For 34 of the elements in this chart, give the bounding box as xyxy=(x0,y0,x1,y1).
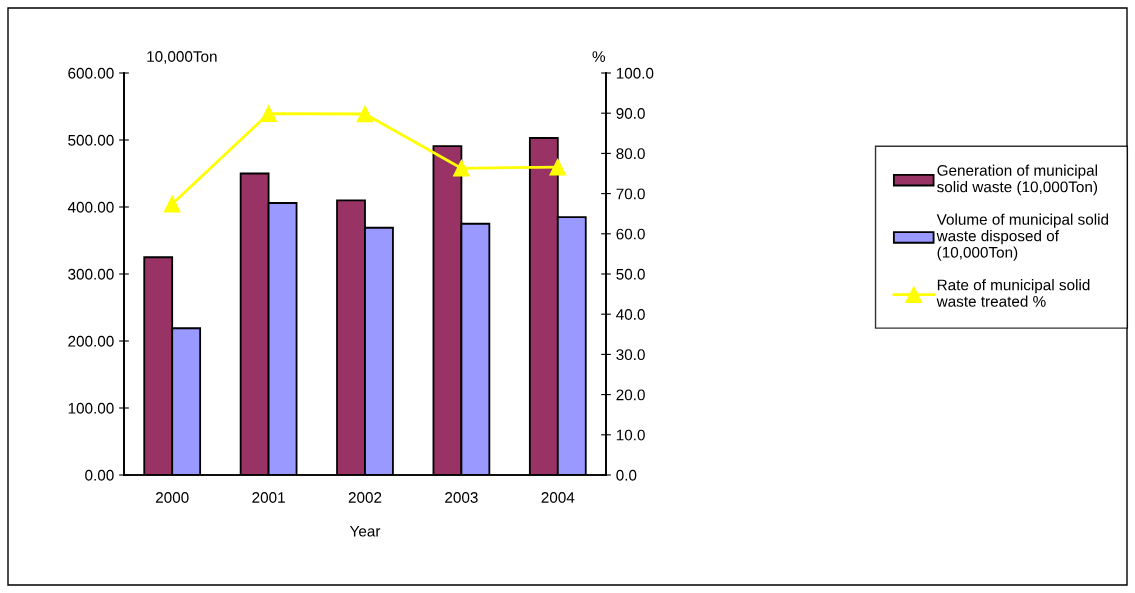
y2-tick-label: 60.0 xyxy=(616,228,645,240)
y2-tick-label: 40.0 xyxy=(616,309,645,320)
x-tick-label: 2001 xyxy=(252,492,285,503)
x-tick-label: 2002 xyxy=(348,492,382,503)
point xyxy=(356,105,374,123)
x-tick-label: 2000 xyxy=(155,492,189,503)
y-tick-label: 200.00 xyxy=(68,335,114,347)
x-axis-title: Year xyxy=(349,525,381,537)
legend-label: Rate of municipal solid waste treated % xyxy=(936,279,1090,307)
y-tick-label: 100.00 xyxy=(68,402,114,414)
point xyxy=(163,195,181,213)
point xyxy=(453,159,470,177)
x-tick-label: 2003 xyxy=(445,492,478,503)
y-tick-label: 600.00 xyxy=(68,67,114,79)
legend-label: Volume of municipal solid waste disposed of (10,000Ton) xyxy=(936,213,1109,261)
y2-tick-label: 10.0 xyxy=(616,429,645,441)
y2-tick-label: 20.0 xyxy=(616,389,645,401)
y-tick-label: 0.00 xyxy=(85,469,114,481)
y-axis-title: 10,000Ton xyxy=(147,51,217,64)
y2-axis-title: % xyxy=(592,51,606,62)
y2-tick-label: 70.0 xyxy=(616,188,645,200)
point xyxy=(260,105,277,122)
y-tick-label: 500.00 xyxy=(68,134,114,146)
y2-tick-label: 30.0 xyxy=(616,349,645,361)
y2-tick-label: 80.0 xyxy=(616,148,645,160)
legend-label: Generation of municipal solid waste (10,000Ton) xyxy=(937,164,1098,196)
y2-tick-label: 90.0 xyxy=(616,108,645,119)
y2-tick-label: 100.0 xyxy=(616,67,654,79)
y2-tick-label: 0.0 xyxy=(616,469,637,481)
y-tick-label: 300.00 xyxy=(68,268,114,280)
x-tick-label: 2004 xyxy=(541,492,575,503)
y-tick-label: 400.00 xyxy=(67,201,114,213)
y2-tick-label: 50.0 xyxy=(616,268,645,280)
point xyxy=(549,158,567,176)
